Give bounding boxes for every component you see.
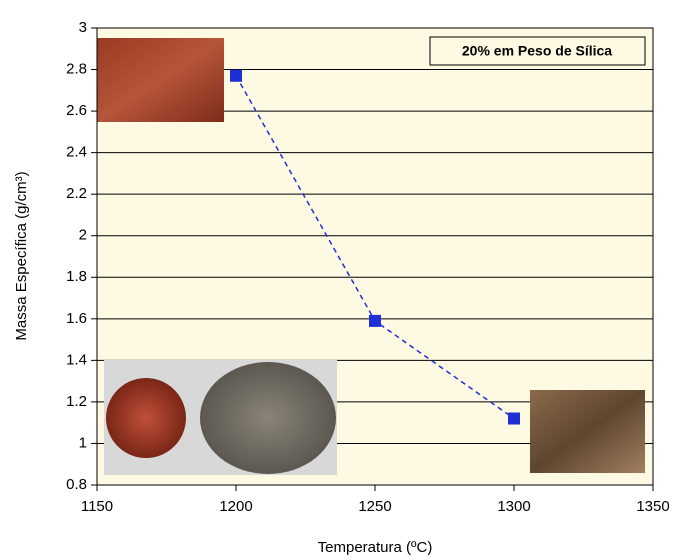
x-tick-label: 1200 — [219, 498, 252, 515]
y-tick-label: 1.8 — [66, 268, 87, 285]
x-tick-label: 1350 — [636, 498, 669, 515]
x-tick-label: 1250 — [358, 498, 391, 515]
y-tick-label: 0.8 — [66, 476, 87, 493]
annotation: 20% em Peso de Sílica — [462, 43, 612, 59]
y-axis-title: Massa Específica (g/cm³) — [13, 171, 30, 340]
sample-stone — [106, 378, 186, 458]
x-tick-label: 1150 — [81, 498, 113, 515]
y-tick-label: 2.4 — [66, 144, 87, 161]
y-tick-label: 2.8 — [66, 61, 87, 78]
y-tick-label: 2.2 — [66, 185, 87, 202]
y-tick-label: 1.6 — [66, 310, 87, 327]
x-tick-label: 1300 — [497, 498, 530, 515]
x-axis-title: Temperatura (ºC) — [318, 539, 433, 556]
sample-photo — [530, 390, 645, 473]
y-tick-label: 3 — [79, 19, 87, 36]
y-tick-label: 2 — [79, 227, 87, 244]
y-tick-label: 1.2 — [66, 393, 87, 410]
data-marker — [230, 69, 242, 82]
data-marker — [508, 412, 520, 425]
y-tick-label: 1 — [79, 434, 87, 451]
y-tick-label: 2.6 — [66, 102, 87, 119]
sample-photo — [97, 38, 224, 122]
data-marker — [369, 314, 381, 327]
annotation-box — [429, 36, 646, 66]
sample-stone — [200, 362, 336, 474]
y-tick-label: 1.4 — [66, 351, 87, 368]
photos — [97, 38, 645, 475]
